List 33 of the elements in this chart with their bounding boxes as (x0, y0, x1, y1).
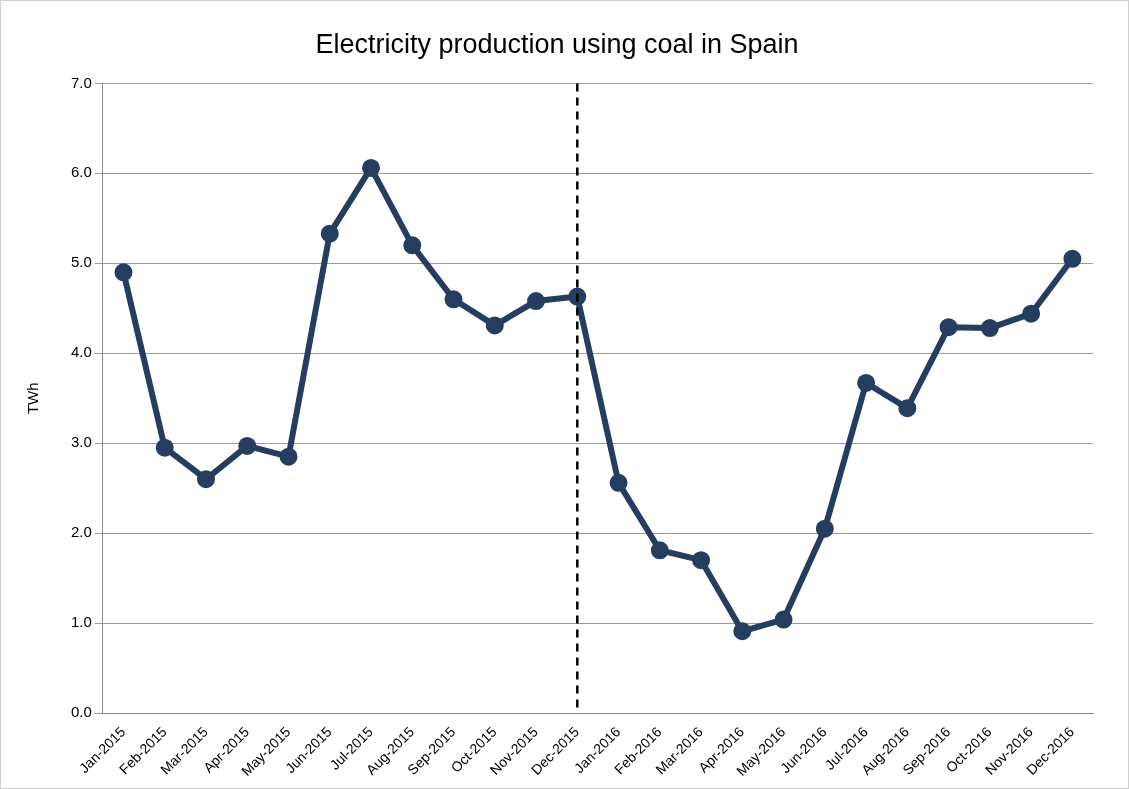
y-tick-label: 7.0 (70, 73, 92, 91)
point (279, 447, 298, 466)
chart-title: Electricity production using coal in Spain (315, 28, 799, 59)
point (320, 224, 339, 243)
y-axis-title: TWh (24, 382, 42, 415)
point (238, 436, 257, 455)
point (609, 473, 628, 492)
point (980, 319, 999, 338)
point (857, 373, 876, 392)
point (774, 610, 793, 629)
point (444, 290, 463, 309)
point (1022, 304, 1041, 323)
y-tick-label: 4.0 (70, 343, 92, 361)
point (815, 519, 834, 538)
point (403, 236, 422, 255)
y-tick-label: 3.0 (70, 433, 92, 451)
y-tick-label: 6.0 (70, 163, 92, 181)
point (527, 292, 546, 311)
y-tick-label: 5.0 (70, 253, 92, 271)
point (485, 316, 504, 335)
point (362, 158, 381, 177)
point (114, 263, 133, 282)
point (939, 318, 958, 337)
point (1063, 249, 1082, 268)
point (898, 399, 917, 418)
y-tick-label: 1.0 (70, 613, 92, 631)
point (733, 622, 752, 641)
y-tick-label: 2.0 (70, 523, 92, 541)
point (155, 438, 174, 457)
point (692, 551, 711, 570)
point (650, 541, 669, 560)
y-tick-label: 0.0 (70, 703, 92, 721)
point (196, 470, 215, 489)
